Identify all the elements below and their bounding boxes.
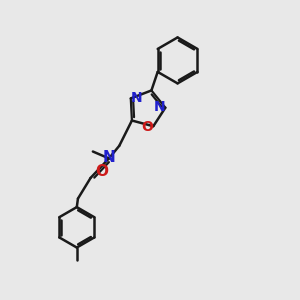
Text: O: O (96, 164, 109, 179)
Text: N: N (103, 150, 115, 165)
Text: N: N (154, 100, 165, 114)
Text: O: O (142, 120, 154, 134)
Text: N: N (131, 91, 142, 105)
